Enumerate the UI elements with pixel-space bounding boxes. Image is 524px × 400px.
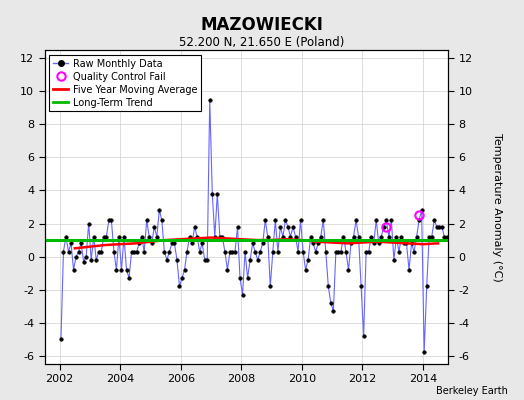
Legend: Raw Monthly Data, Quality Control Fail, Five Year Moving Average, Long-Term Tren: Raw Monthly Data, Quality Control Fail, … [49,55,201,111]
Text: Berkeley Earth: Berkeley Earth [436,386,508,396]
Text: MAZOWIECKI: MAZOWIECKI [201,16,323,34]
Y-axis label: Temperature Anomaly (°C): Temperature Anomaly (°C) [492,133,502,281]
Text: 52.200 N, 21.650 E (Poland): 52.200 N, 21.650 E (Poland) [179,36,345,49]
